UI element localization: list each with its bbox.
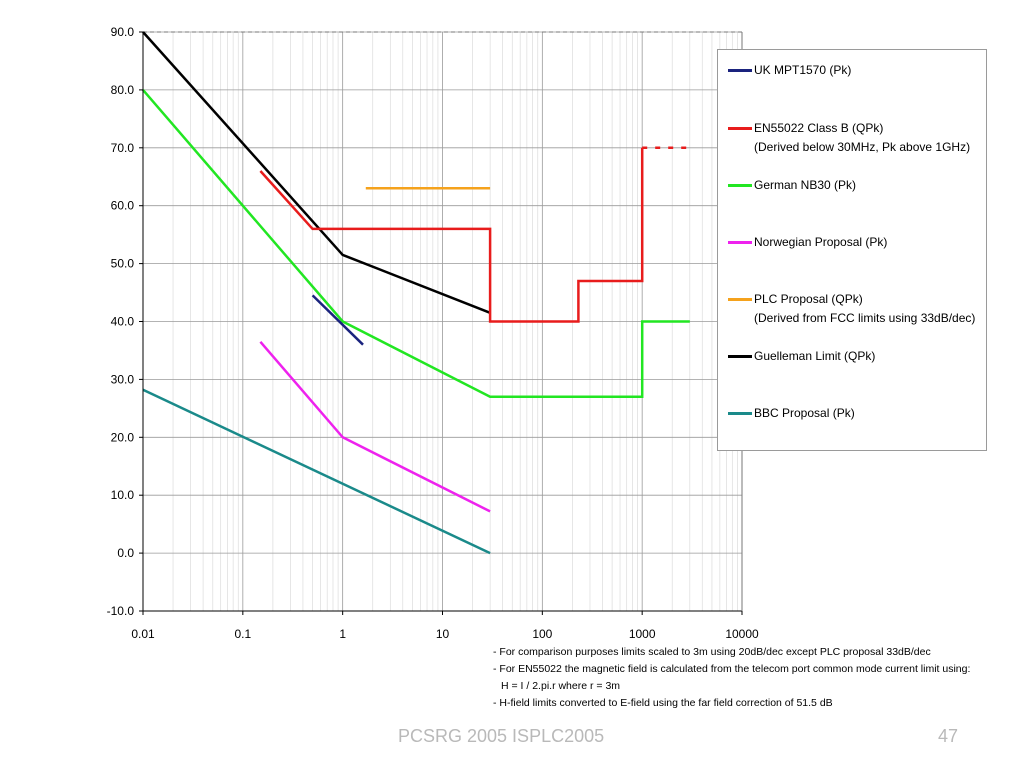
- note-line: H = I / 2.pi.r where r = 3m: [501, 680, 621, 692]
- legend-label-line2: (Derived from FCC limits using 33dB/dec): [754, 311, 976, 325]
- legend-swatch: [728, 412, 752, 415]
- legend-label: German NB30 (Pk): [754, 178, 857, 192]
- series-line: [142, 31, 491, 314]
- legend-label: Norwegian Proposal (Pk): [754, 235, 888, 249]
- note-line: - H-field limits converted to E-field us…: [493, 697, 833, 709]
- x-tick-label: 10: [436, 627, 450, 641]
- legend-label: BBC Proposal (Pk): [754, 406, 855, 420]
- x-tick-label: 0.01: [131, 627, 155, 641]
- legend-swatch: [728, 127, 752, 130]
- legend-swatch: [728, 355, 752, 358]
- legend-swatch: [728, 184, 752, 187]
- legend-swatch: [728, 241, 752, 244]
- y-tick-label: -10.0: [107, 604, 135, 618]
- x-tick-label: 0.1: [234, 627, 251, 641]
- y-tick-label: 40.0: [111, 315, 135, 329]
- legend-label-line2: (Derived below 30MHz, Pk above 1GHz): [754, 140, 971, 154]
- x-tick-label: 100: [532, 627, 552, 641]
- x-tick-label: 10000: [725, 627, 759, 641]
- note-line: - For comparison purposes limits scaled …: [493, 646, 931, 658]
- legend-label: UK MPT1570 (Pk): [754, 63, 852, 77]
- note-line: - For EN55022 the magnetic field is calc…: [493, 663, 971, 675]
- x-tick-label: 1000: [629, 627, 656, 641]
- series-line: [259, 340, 491, 513]
- legend: UK MPT1570 (Pk) EN55022 Class B (QPk) (D…: [717, 49, 987, 451]
- series-line: [259, 147, 644, 323]
- footer-page-number: 47: [938, 726, 959, 746]
- series-line: [311, 294, 364, 346]
- series-line: [142, 89, 690, 399]
- y-tick-label: 20.0: [111, 430, 135, 444]
- y-tick-label: 10.0: [111, 488, 135, 502]
- chart-notes: - For comparison purposes limits scaled …: [493, 644, 1013, 712]
- series-layer: [142, 31, 690, 555]
- y-tick-label: 50.0: [111, 257, 135, 271]
- legend-label: EN55022 Class B (QPk): [754, 121, 884, 135]
- y-tick-label: 60.0: [111, 199, 135, 213]
- legend-swatch: [728, 69, 752, 72]
- legend-label: Guelleman Limit (QPk): [754, 349, 876, 363]
- y-tick-label: 0.0: [117, 546, 134, 560]
- x-tick-label: 1: [339, 627, 346, 641]
- y-tick-label: 80.0: [111, 83, 135, 97]
- y-tick-label: 70.0: [111, 141, 135, 155]
- footer-conference: PCSRG 2005 ISPLC2005: [398, 726, 605, 746]
- series-line: [142, 388, 491, 555]
- y-tick-label: 90.0: [111, 25, 135, 39]
- legend-swatch: [728, 298, 752, 301]
- y-tick-label: 30.0: [111, 372, 135, 386]
- legend-label: PLC Proposal (QPk): [754, 292, 863, 306]
